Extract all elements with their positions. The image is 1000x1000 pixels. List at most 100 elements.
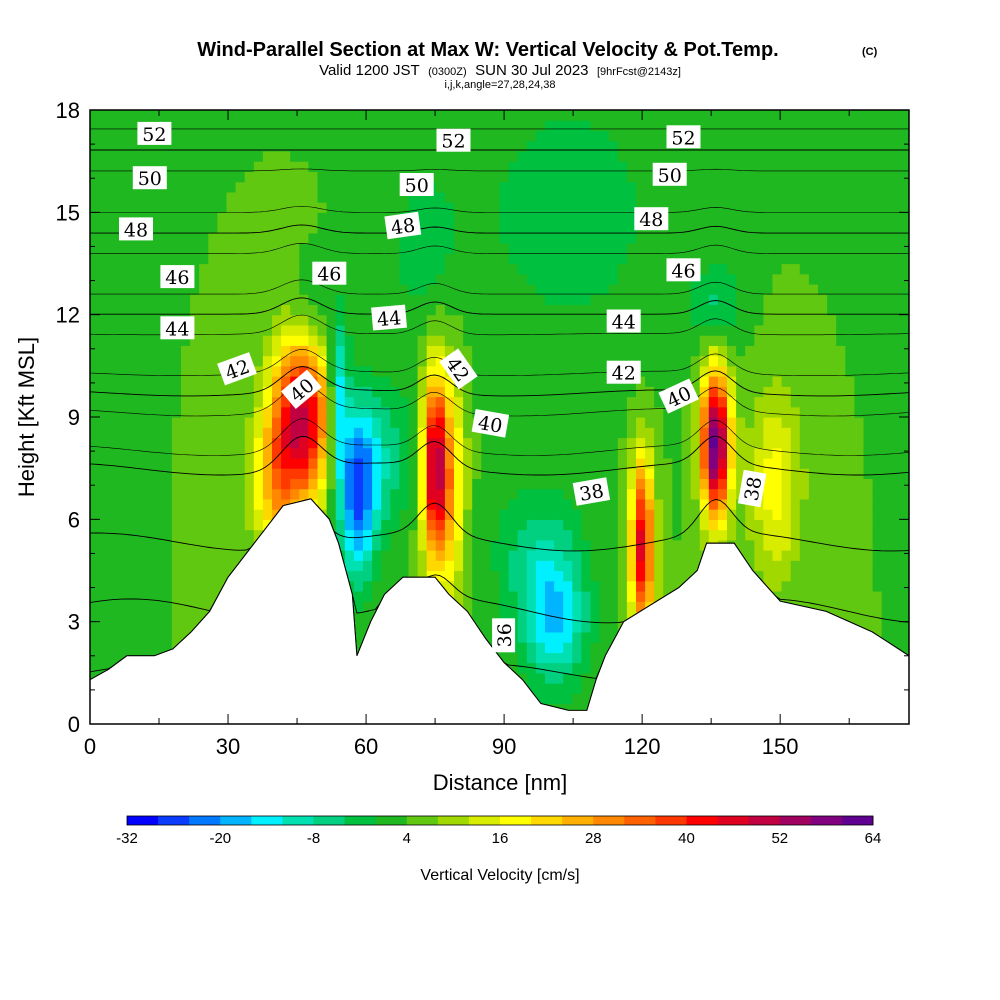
heatmap-cell <box>481 181 491 193</box>
heatmap-cell <box>344 457 355 469</box>
heatmap-cell <box>818 386 828 398</box>
heatmap-cell <box>590 294 601 306</box>
heatmap-cell <box>818 560 828 572</box>
heatmap-cell <box>399 140 410 152</box>
heatmap-cell <box>472 570 482 582</box>
heatmap-cell <box>290 294 300 306</box>
heatmap-cell <box>117 468 127 479</box>
heatmap-cell <box>272 345 282 357</box>
heatmap-cell <box>563 703 573 715</box>
heatmap-cell <box>708 130 719 142</box>
heatmap-cell <box>108 590 118 602</box>
heatmap-cell <box>663 529 673 541</box>
heatmap-cell <box>190 294 200 306</box>
heatmap-cell <box>790 263 801 275</box>
heatmap-cell <box>727 376 737 387</box>
heatmap-cell <box>836 294 846 306</box>
heatmap-cell <box>308 488 319 500</box>
heatmap-cell <box>217 335 228 346</box>
heatmap-cell <box>772 243 783 254</box>
heatmap-cell <box>135 498 146 510</box>
heatmap-cell <box>727 212 737 224</box>
heatmap-cell <box>517 437 528 449</box>
heatmap-cell <box>681 437 692 449</box>
heatmap-cell <box>244 243 255 254</box>
heatmap-cell <box>790 314 801 326</box>
heatmap-cell <box>663 150 673 162</box>
heatmap-cell <box>499 171 510 183</box>
heatmap-cell <box>535 110 546 121</box>
heatmap-cell <box>372 335 382 346</box>
heatmap-cell <box>581 386 592 398</box>
heatmap-cell <box>372 376 382 387</box>
heatmap-cell <box>526 222 537 234</box>
heatmap-cell <box>499 437 510 449</box>
heatmap-cell <box>790 273 801 285</box>
heatmap-cell <box>836 509 846 520</box>
heatmap-cell <box>153 222 164 234</box>
heatmap-cell <box>727 202 737 213</box>
heatmap-cell <box>162 621 173 633</box>
heatmap-cell <box>654 120 664 132</box>
heatmap-cell <box>808 417 819 428</box>
heatmap-cell <box>827 550 837 561</box>
heatmap-cell <box>736 222 746 234</box>
heatmap-cell <box>435 314 446 326</box>
heatmap-cell <box>162 253 173 265</box>
heatmap-cell <box>836 590 846 602</box>
heatmap-cell <box>790 365 801 377</box>
heatmap-cell <box>763 509 774 520</box>
heatmap-cell <box>617 273 628 285</box>
heatmap-cell <box>608 498 619 510</box>
heatmap-cell <box>171 560 182 572</box>
heatmap-cell <box>535 539 546 551</box>
heatmap-cell <box>281 283 291 295</box>
heatmap-cell <box>162 222 173 234</box>
heatmap-cell <box>153 396 164 408</box>
heatmap-cell <box>272 386 282 398</box>
heatmap-cell <box>708 294 719 306</box>
heatmap-cell <box>808 110 819 121</box>
heatmap-cell <box>117 570 127 582</box>
heatmap-cell <box>535 263 546 275</box>
heatmap-cell <box>135 314 146 326</box>
heatmap-cell <box>808 386 819 398</box>
heatmap-cell <box>363 386 373 398</box>
heatmap-cell <box>399 427 410 439</box>
heatmap-cell <box>626 539 637 551</box>
heatmap-cell <box>563 232 573 244</box>
heatmap-cell <box>363 202 373 213</box>
heatmap-cell <box>754 140 764 152</box>
heatmap-cell <box>90 529 100 541</box>
heatmap-cell <box>808 212 819 224</box>
heatmap-cell <box>99 457 109 469</box>
heatmap-cell <box>563 519 573 531</box>
heatmap-cell <box>463 345 473 357</box>
heatmap-cell <box>599 590 610 602</box>
heatmap-cell <box>181 519 191 531</box>
heatmap-cell <box>181 406 191 418</box>
heatmap-cell <box>526 263 537 275</box>
heatmap-cell <box>699 181 710 193</box>
heatmap-cell <box>90 550 100 561</box>
heatmap-cell <box>590 437 601 449</box>
heatmap-cell <box>499 191 510 203</box>
heatmap-cell <box>608 509 619 520</box>
heatmap-cell <box>636 314 646 326</box>
heatmap-cell <box>827 243 837 254</box>
heatmap-cell <box>636 539 646 551</box>
heatmap-cell <box>781 304 792 316</box>
heatmap-cell <box>490 355 501 367</box>
heatmap-cell <box>426 437 437 449</box>
heatmap-cell <box>381 181 391 193</box>
heatmap-cell <box>390 509 400 520</box>
heatmap-cell <box>208 140 218 152</box>
heatmap-cell <box>526 580 537 592</box>
heatmap-cell <box>117 365 127 377</box>
heatmap-cell <box>372 120 382 132</box>
heatmap-cell <box>818 140 828 152</box>
heatmap-cell <box>90 642 100 653</box>
heatmap-cell <box>799 243 810 254</box>
heatmap-cell <box>626 120 637 132</box>
heatmap-cell <box>262 498 273 510</box>
